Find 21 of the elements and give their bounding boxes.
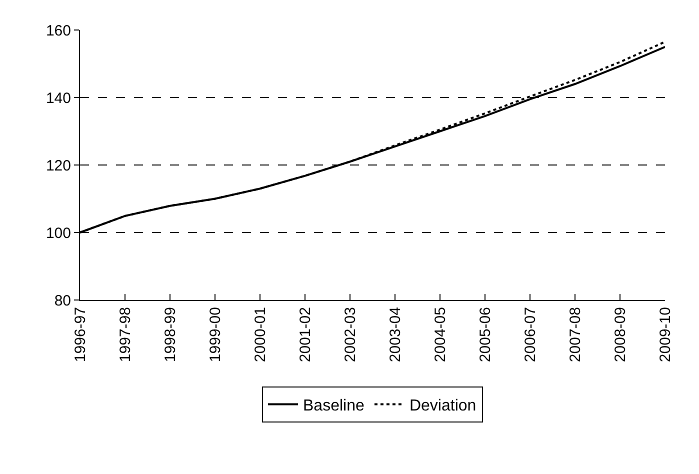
y-tick-label: 80 — [54, 292, 71, 310]
x-tick-label: 2008-09 — [612, 307, 629, 362]
x-tick-label: 1996-97 — [72, 307, 89, 362]
x-tick-label: 1997-98 — [116, 307, 134, 362]
x-tick-label: 2006-07 — [522, 307, 539, 362]
y-tick-label: 160 — [46, 22, 71, 40]
x-tick-label: 2002-03 — [342, 307, 359, 362]
y-tick-label: 140 — [46, 90, 71, 107]
x-tick-label: 2001-02 — [296, 307, 314, 362]
legend-label: Deviation — [409, 398, 476, 415]
x-tick-label: 2005-06 — [476, 307, 494, 362]
y-tick-label: 100 — [46, 224, 71, 242]
x-tick-label: 1999-00 — [206, 307, 224, 362]
x-tick-label: 2000-01 — [252, 307, 269, 362]
x-tick-label: 2009-10 — [656, 307, 674, 362]
legend-label: Baseline — [303, 398, 364, 415]
x-tick-label: 1998-99 — [162, 307, 179, 362]
y-tick-label: 120 — [46, 157, 71, 174]
x-tick-label: 2003-04 — [386, 307, 404, 362]
x-tick-label: 2004-05 — [432, 307, 449, 362]
x-tick-label: 2007-08 — [566, 307, 584, 362]
